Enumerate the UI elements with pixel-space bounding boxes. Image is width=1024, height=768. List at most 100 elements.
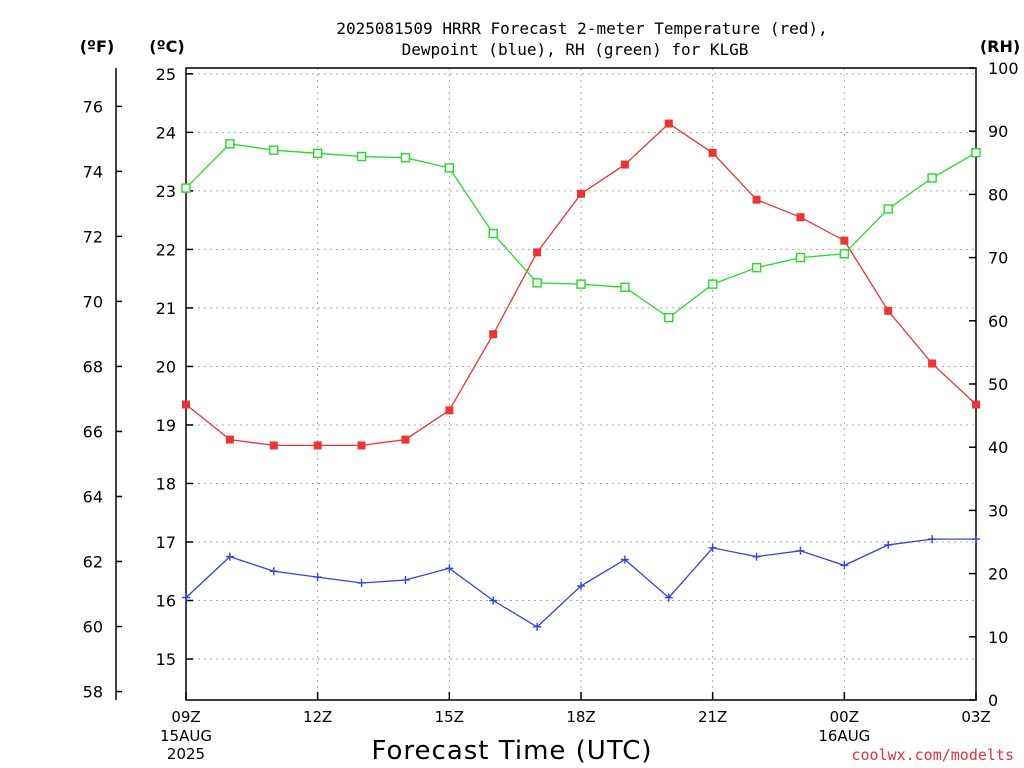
temperature-point [796, 213, 805, 222]
temperature-point [884, 306, 893, 315]
celsius-tick-label: 22 [156, 240, 176, 259]
rh-tick-label: 100 [988, 59, 1019, 78]
rh-tick-label: 70 [988, 249, 1008, 268]
rh-tick-label: 90 [988, 122, 1008, 141]
fahrenheit-tick-label: 72 [83, 227, 103, 246]
fahrenheit-tick-label: 58 [83, 683, 103, 702]
temperature-point [928, 359, 937, 368]
rh-axis-unit: (RH) [980, 37, 1020, 56]
temperature-point [313, 441, 322, 450]
rh-point [488, 228, 498, 239]
temperature-point [401, 435, 410, 444]
dewpoint-point [489, 596, 498, 605]
temperature-point [972, 400, 980, 409]
rh-point [532, 278, 542, 288]
dewpoint-point [313, 573, 322, 582]
dewpoint-point [225, 552, 234, 561]
fahrenheit-tick-label: 64 [83, 487, 103, 506]
rh-tick-label: 60 [988, 312, 1008, 331]
rh-point [356, 151, 367, 162]
celsius-tick-label: 16 [156, 592, 176, 611]
chart-title-line-1: 2025081509 HRRR Forecast 2-meter Tempera… [336, 19, 827, 38]
fahrenheit-tick-label: 70 [83, 292, 103, 311]
series-group [181, 119, 981, 631]
dewpoint-point [269, 567, 278, 576]
rh-series [181, 139, 981, 323]
x-tick-label: 09Z [171, 708, 200, 726]
dewpoint-point [620, 555, 629, 564]
rh-point [664, 312, 674, 323]
celsius-tick-label: 23 [156, 182, 176, 201]
rh-point [707, 279, 718, 289]
celsius-tick-label: 15 [156, 650, 176, 669]
chart-title-line-2: Dewpoint (blue), RH (green) for KLGB [402, 40, 749, 59]
rh-point [971, 147, 981, 158]
temperature-point [708, 148, 717, 157]
x-tick-label: 15Z [435, 708, 464, 726]
rh-point [839, 249, 850, 259]
dewpoint-point [840, 561, 849, 570]
x-tick-date-label: 2025 [167, 745, 205, 763]
dewpoint-point [577, 581, 585, 590]
fahrenheit-tick-label: 74 [83, 162, 103, 181]
dewpoint-point [357, 578, 366, 587]
fahrenheit-tick-label: 60 [83, 618, 103, 637]
x-tick-label: 00Z [830, 708, 859, 726]
celsius-tick-label: 21 [156, 299, 176, 318]
fahrenheit-axis: 58 60 62 64 66 68 70 72 74 76 [83, 97, 122, 702]
temperature-point [533, 248, 542, 257]
x-tick-label: 03Z [961, 708, 990, 726]
temperature-point [269, 441, 278, 450]
dewpoint-point [796, 546, 805, 555]
temperature-point [357, 441, 366, 450]
rh-point [795, 252, 806, 263]
rh-tick-label: 10 [988, 628, 1008, 647]
source-credit: coolwx.com/modelts [851, 746, 1014, 764]
dewpoint-point [401, 576, 410, 585]
rh-tick-label: 30 [988, 501, 1008, 520]
chart-axes [115, 67, 977, 701]
x-tick-label: 12Z [303, 708, 332, 726]
rh-axis: 0 10 20 30 40 50 60 70 80 90 100 [969, 59, 1019, 710]
plot-frame [185, 67, 977, 701]
dewpoint-point [533, 622, 542, 631]
rh-tick-label: 40 [988, 438, 1008, 457]
rh-point [444, 163, 455, 173]
dewpoint-series [182, 535, 980, 631]
grid-lines [185, 68, 977, 700]
rh-point [620, 282, 630, 293]
celsius-tick-label: 17 [156, 533, 176, 552]
rh-point [181, 183, 191, 193]
rh-point [883, 204, 893, 214]
rh-point [225, 139, 235, 149]
dewpoint-point [884, 540, 893, 549]
rh-point [576, 279, 586, 289]
x-tick-label: 18Z [566, 708, 595, 726]
dewpoint-point [928, 535, 937, 544]
temperature-point [182, 400, 190, 409]
temperature-point [664, 119, 673, 128]
x-tick-date-label: 15AUG [160, 727, 212, 745]
temperature-point [840, 236, 849, 245]
rh-tick-label: 80 [988, 185, 1008, 204]
fahrenheit-axis-unit: (ºF) [80, 37, 115, 56]
temperature-point [225, 435, 234, 444]
celsius-tick-label: 25 [156, 65, 176, 84]
temperature-series [182, 119, 980, 450]
x-tick-date-label: 16AUG [818, 727, 870, 745]
temperature-point [620, 160, 629, 169]
dewpoint-point [972, 535, 980, 544]
temperature-point [577, 189, 585, 198]
celsius-tick-label: 24 [156, 123, 176, 142]
dewpoint-point [752, 552, 761, 561]
x-axis-label: Forecast Time (UTC) [371, 736, 652, 766]
temperature-point [752, 195, 761, 204]
temperature-point [445, 406, 454, 415]
dewpoint-point [664, 593, 673, 602]
fahrenheit-tick-label: 62 [83, 553, 103, 572]
rh-tick-label: 50 [988, 375, 1008, 394]
fahrenheit-tick-label: 66 [83, 422, 103, 441]
rh-tick-label: 20 [988, 565, 1008, 584]
